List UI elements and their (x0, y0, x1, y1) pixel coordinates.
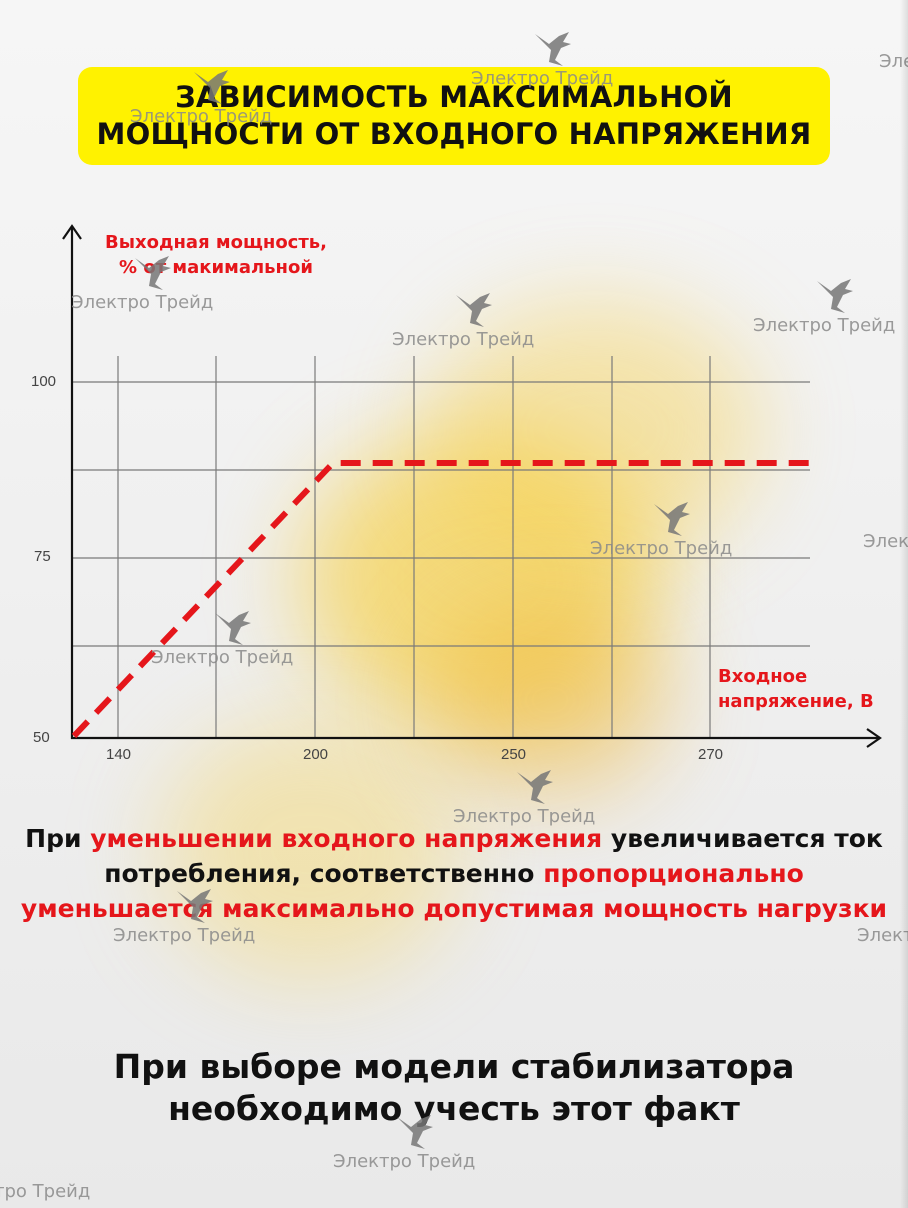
watermark: Электро Трейд (879, 51, 908, 72)
y-axis-label: Выходная мощность, % от макимальной (104, 232, 328, 278)
chart-grid (72, 356, 810, 737)
conclusion-text: При выборе модели стабилизатора необходи… (113, 1047, 795, 1128)
watermark-text: Электро Трейд (130, 106, 273, 127)
x-axis-arrow (866, 728, 882, 748)
paragraph-segment: При (25, 824, 91, 853)
background-glow (430, 300, 760, 560)
bird-logo-icon (517, 770, 553, 804)
watermark-text: Электро Трейд (392, 329, 535, 350)
watermark-text: Электро Трейд (453, 806, 596, 827)
watermark: Электро Трейд (471, 32, 614, 89)
x-tick-label: 200 (303, 746, 329, 763)
chart-axes (62, 224, 882, 748)
watermark-text: Электро Трейд (113, 925, 256, 946)
max-power-series-line (71, 460, 815, 739)
paragraph-segment: увеличивается ток потребления, соответст… (104, 824, 883, 888)
bird-logo-icon (215, 611, 251, 645)
watermark-text: Электро Трейд (151, 647, 294, 668)
background-glow (300, 430, 660, 730)
bird-logo-icon (135, 256, 171, 290)
x-tick-label: 250 (501, 746, 527, 763)
watermark-text: Электро Трейд (471, 68, 614, 89)
watermark: Электро Трейд (753, 279, 896, 336)
x-tick-label: 270 (698, 746, 724, 763)
watermark: Электро Трейд (151, 611, 294, 668)
background-glow (160, 720, 460, 980)
paragraph-highlight: пропорционально уменьшается максимально … (20, 859, 888, 923)
x-tick-label: 140 (106, 746, 132, 763)
y-tick-label: 50 (33, 729, 50, 746)
bird-logo-icon (654, 502, 690, 536)
watermark: Электро Трейд (590, 502, 733, 559)
bird-logo-icon (817, 279, 853, 313)
bird-logo-icon (177, 889, 213, 923)
watermark-text: Электро Трейд (71, 292, 214, 313)
background-glow (430, 600, 670, 800)
watermark-text: Электро Трейд (879, 51, 908, 72)
bird-logo-icon (194, 70, 230, 104)
bird-logo-icon (456, 293, 492, 327)
title-banner: ЗАВИСИМОСТЬ МАКСИМАЛЬНОЙ МОЩНОСТИ ОТ ВХО… (78, 67, 830, 165)
explanation-paragraph: При уменьшении входного напряжения увели… (20, 821, 888, 926)
watermark: Электро Трейд (113, 889, 256, 946)
watermark: Электро Трейд (130, 70, 273, 127)
watermark: Электро Трейд (857, 925, 908, 946)
y-axis-arrow (62, 224, 82, 240)
watermark: Электро Трейд (392, 293, 535, 350)
watermark-text: Электро Трейд (0, 1181, 91, 1202)
watermark: Электро Трейд (863, 531, 908, 552)
watermark: Электро Трейд (71, 256, 214, 313)
page-edge-shadow (900, 0, 908, 1208)
y-tick-label: 100 (31, 373, 57, 390)
watermark: Электро Трейд (453, 770, 596, 827)
y-tick-label: 75 (34, 548, 51, 565)
watermark-text: Электро Трейд (857, 925, 908, 946)
watermark-text: Электро Трейд (333, 1151, 476, 1172)
paragraph-highlight: уменьшении входного напряжения (90, 824, 603, 853)
watermark-text: Электро Трейд (590, 538, 733, 559)
watermark-text: Электро Трейд (753, 315, 896, 336)
watermark: Электро Трейд (333, 1115, 476, 1172)
bird-logo-icon (535, 32, 571, 66)
page-title: ЗАВИСИМОСТЬ МАКСИМАЛЬНОЙ МОЩНОСТИ ОТ ВХО… (96, 80, 812, 151)
watermark-text: Электро Трейд (863, 531, 908, 552)
x-axis-label: Входное напряжение, В (718, 666, 874, 712)
bird-logo-icon (397, 1115, 433, 1149)
watermark: Электро Трейд (0, 1181, 90, 1202)
